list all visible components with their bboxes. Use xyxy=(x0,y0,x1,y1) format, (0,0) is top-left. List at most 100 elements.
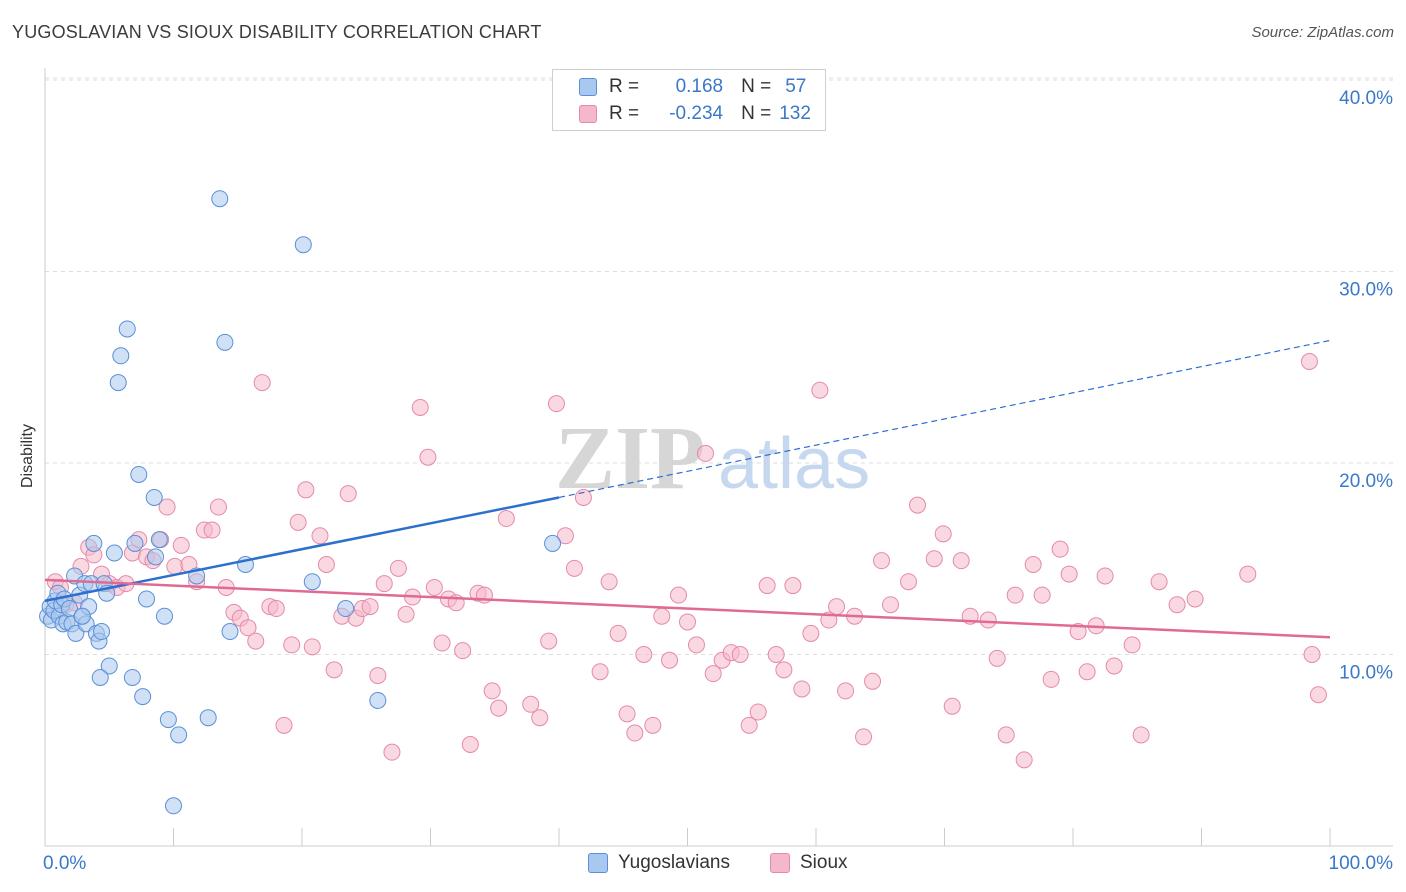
sioux-point-37 xyxy=(311,527,329,545)
legend-label: Sioux xyxy=(800,852,848,873)
sioux-point-62 xyxy=(490,699,508,717)
sioux-point-41 xyxy=(339,485,357,503)
sioux-point-74 xyxy=(618,705,636,723)
sioux-point-121 xyxy=(1060,565,1078,583)
tick-labels: 10.0% 20.0% 30.0% 40.0% 0.0% 100.0% xyxy=(43,88,1393,874)
yugoslavian-point-45 xyxy=(199,709,217,727)
sioux-point-110 xyxy=(952,552,970,570)
sioux-point-72 xyxy=(600,573,618,591)
sioux-point-109 xyxy=(943,697,961,715)
sioux-point-84 xyxy=(704,665,722,683)
y-tick-label-40: 40.0% xyxy=(1339,88,1393,109)
sioux-point-95 xyxy=(802,624,820,642)
sioux-point-108 xyxy=(934,525,952,543)
sioux-point-114 xyxy=(997,726,1015,744)
axes xyxy=(44,68,1393,847)
sioux-point-80 xyxy=(670,586,688,604)
yugoslavian-point-53 xyxy=(369,691,387,709)
sioux-point-132 xyxy=(1239,565,1257,583)
yugoslavian-point-52 xyxy=(337,600,355,618)
sioux-point-75 xyxy=(626,724,644,742)
y-tick-label-10: 10.0% xyxy=(1339,663,1393,684)
sioux-point-71 xyxy=(591,663,609,681)
sioux-point-91 xyxy=(767,646,785,663)
sioux-point-39 xyxy=(325,661,343,679)
sioux-point-134 xyxy=(1303,646,1321,663)
sioux-point-73 xyxy=(609,624,627,642)
sioux-point-118 xyxy=(1033,586,1051,604)
sioux-point-99 xyxy=(837,682,855,700)
sioux-point-112 xyxy=(979,611,997,629)
sioux-point-27 xyxy=(239,619,257,637)
sioux-points xyxy=(46,353,1327,769)
sioux-point-29 xyxy=(253,374,271,392)
sioux-point-131 xyxy=(1186,590,1204,608)
r-label: R = xyxy=(609,76,640,97)
sioux-point-34 xyxy=(289,513,307,531)
sioux-point-22 xyxy=(203,521,221,539)
sioux-point-81 xyxy=(679,613,696,631)
sioux-point-87 xyxy=(731,646,749,663)
legend-item-sioux: Sioux xyxy=(770,852,848,874)
n-value: 132 xyxy=(779,103,811,124)
yugoslavian-point-43 xyxy=(165,797,182,815)
sioux-point-69 xyxy=(565,559,583,577)
legend-label: Yugoslavians xyxy=(618,852,730,873)
sioux-point-82 xyxy=(687,636,705,654)
chart-title: YUGOSLAVIAN VS SIOUX DISABILITY CORRELAT… xyxy=(12,22,542,42)
sioux-point-92 xyxy=(775,661,793,679)
yugoslavian-point-56 xyxy=(91,668,109,686)
sioux-point-49 xyxy=(397,605,415,623)
yugoslavian-point-36 xyxy=(138,590,156,608)
trend-lines xyxy=(44,339,1331,639)
sioux-point-61 xyxy=(483,682,501,700)
stats-row-yugoslavians: R = 0.168 N = 57 xyxy=(553,74,806,100)
yugoslavian-point-51 xyxy=(303,573,321,591)
yugoslavian-point-35 xyxy=(134,688,152,706)
yugoslavian-point-27 xyxy=(100,657,118,675)
yugoslavian-point-29 xyxy=(109,374,127,392)
r-value: 0.168 xyxy=(675,76,724,97)
sioux-swatch xyxy=(579,105,597,123)
sioux-point-18 xyxy=(172,536,190,554)
sioux-point-63 xyxy=(497,510,515,528)
sioux-point-93 xyxy=(784,577,802,595)
sioux-point-105 xyxy=(900,573,918,591)
sioux-point-115 xyxy=(1006,586,1024,604)
yugoslavian-point-32 xyxy=(123,668,141,686)
sioux-point-52 xyxy=(419,448,437,466)
sioux-point-119 xyxy=(1042,670,1060,688)
x-tick-label-max: 100.0% xyxy=(1329,853,1394,874)
sioux-point-46 xyxy=(375,575,393,593)
sioux-point-127 xyxy=(1123,636,1141,654)
sioux-legend-swatch xyxy=(770,853,790,873)
sioux-point-58 xyxy=(461,736,479,754)
r-label: R = xyxy=(609,103,640,124)
sioux-point-107 xyxy=(925,550,943,568)
sioux-point-68 xyxy=(556,527,574,545)
yugoslavian-points xyxy=(39,190,562,815)
yugoslavian-point-37 xyxy=(145,488,163,506)
yugoslavian-point-42 xyxy=(170,726,188,744)
yugoslavian-point-40 xyxy=(156,607,174,625)
sioux-point-78 xyxy=(653,607,671,625)
sioux-point-76 xyxy=(635,646,653,663)
sioux-point-33 xyxy=(283,636,301,654)
sioux-trend-line xyxy=(44,578,1331,639)
stats-legend: R = 0.168 N = 57 R = -0.234 N = 132 xyxy=(552,69,826,131)
stats-row-sioux: R = -0.234 N = 132 xyxy=(553,101,811,127)
sioux-point-106 xyxy=(909,496,927,514)
sioux-point-126 xyxy=(1105,657,1123,675)
sioux-point-89 xyxy=(749,703,767,721)
yugoslavian-point-55 xyxy=(73,607,91,625)
sioux-point-113 xyxy=(988,649,1006,667)
sioux-point-125 xyxy=(1096,567,1114,585)
yugoslavian-point-33 xyxy=(126,534,144,552)
r-value: -0.234 xyxy=(669,103,724,124)
sioux-point-133 xyxy=(1300,353,1318,371)
sioux-point-104 xyxy=(882,596,900,614)
sioux-point-67 xyxy=(547,395,565,413)
source-credit: Source: ZipAtlas.com xyxy=(1251,24,1394,41)
sioux-point-130 xyxy=(1168,596,1186,614)
